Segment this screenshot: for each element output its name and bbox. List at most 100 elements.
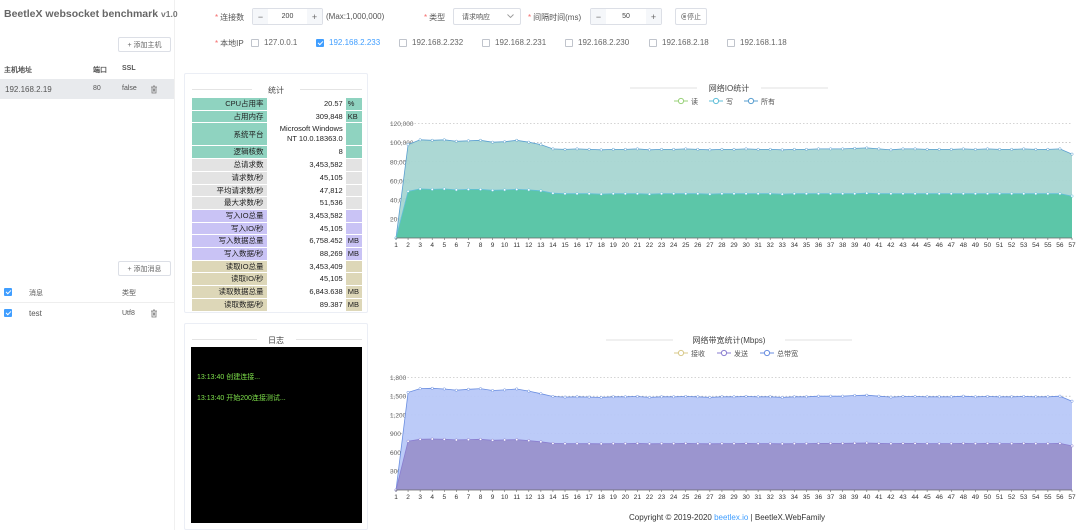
data-point	[937, 147, 941, 151]
data-point	[973, 442, 977, 446]
connections-stepper[interactable]: − 200 +	[252, 8, 323, 25]
x-tick-label: 35	[803, 242, 811, 249]
x-tick-label: 9	[491, 494, 495, 501]
data-point	[515, 187, 519, 191]
stats-value: 45,105	[266, 171, 346, 185]
data-point	[829, 192, 833, 196]
connections-increment-button[interactable]: +	[307, 9, 322, 24]
ip-option-label[interactable]: 192.168.1.18	[740, 38, 787, 47]
message-checkbox[interactable]	[4, 309, 12, 317]
stats-value: 47,812	[266, 184, 346, 198]
type-select[interactable]: 请求响应	[453, 8, 521, 25]
ip-option-label[interactable]: 127.0.0.1	[264, 38, 298, 47]
connections-label: * 连接数	[215, 13, 245, 22]
stop-icon	[681, 13, 686, 20]
interval-decrement-button[interactable]: −	[591, 9, 606, 24]
x-tick-label: 22	[646, 242, 654, 249]
ip-checkbox[interactable]	[316, 39, 324, 47]
log-line: 13:13:40 创建连接...	[197, 374, 261, 381]
x-tick-label: 20	[622, 494, 630, 501]
stats-row: 读取IO总量 3,453,409	[192, 260, 362, 274]
x-tick-label: 51	[996, 494, 1004, 501]
legend-label: 所有	[761, 97, 775, 106]
ip-option-label[interactable]: 192.168.2.232	[412, 38, 464, 47]
ip-checkbox[interactable]	[649, 39, 657, 47]
data-point	[1010, 442, 1014, 446]
data-point	[479, 138, 482, 142]
x-tick-label: 7	[467, 494, 471, 501]
data-point	[744, 147, 748, 151]
legend-marker	[677, 97, 685, 105]
delete-message-icon[interactable]	[150, 309, 158, 318]
ip-option-label[interactable]: 192.168.2.230	[578, 38, 630, 47]
ip-checkbox[interactable]	[727, 39, 735, 47]
data-point	[792, 147, 796, 151]
data-point	[696, 192, 700, 196]
interval-value[interactable]: 50	[622, 13, 630, 20]
x-tick-label: 45	[924, 242, 932, 249]
x-tick-label: 47	[948, 494, 956, 501]
data-point	[841, 147, 845, 151]
data-point	[539, 143, 543, 147]
ip-checkbox[interactable]	[482, 39, 490, 47]
type-select-value: 请求响应	[462, 13, 490, 21]
connections-decrement-button[interactable]: −	[253, 9, 268, 24]
data-point	[418, 138, 422, 142]
data-point	[466, 387, 470, 391]
y-tick-label: 300	[390, 469, 401, 476]
ip-checkbox[interactable]	[565, 39, 573, 47]
x-tick-label: 37	[827, 242, 835, 249]
data-point	[611, 147, 615, 151]
data-point	[708, 192, 712, 196]
x-tick-label: 20	[622, 242, 630, 249]
data-point	[442, 187, 446, 191]
x-tick-label: 43	[899, 494, 907, 501]
data-point	[804, 192, 808, 196]
data-point	[744, 395, 748, 398]
data-point	[829, 394, 833, 398]
data-point	[587, 147, 591, 151]
x-tick-label: 9	[491, 242, 495, 249]
x-tick-label: 38	[839, 494, 847, 501]
data-point	[865, 146, 869, 150]
footer-link[interactable]: beetlex.io	[714, 513, 749, 522]
data-point	[551, 395, 555, 398]
ip-option-label[interactable]: 192.168.2.18	[662, 38, 709, 47]
data-point	[575, 192, 579, 196]
message-type: Utf8	[122, 310, 135, 317]
y-tick-label: 100,000	[390, 140, 414, 147]
stats-unit: MB	[345, 247, 362, 261]
ip-checkbox[interactable]	[251, 39, 259, 47]
select-all-messages-checkbox[interactable]	[4, 288, 12, 296]
add-host-button[interactable]: + 添加主机	[118, 37, 171, 52]
x-tick-label: 36	[815, 242, 823, 249]
x-tick-label: 29	[730, 242, 738, 249]
data-point	[454, 139, 458, 143]
data-point	[829, 441, 833, 445]
data-point	[792, 395, 796, 399]
interval-stepper[interactable]: − 50 +	[590, 8, 662, 25]
interval-increment-button[interactable]: +	[646, 9, 661, 24]
data-point	[865, 191, 869, 195]
legend-label: 接收	[691, 349, 705, 358]
data-point	[660, 442, 664, 446]
data-point	[901, 441, 905, 445]
data-point	[973, 192, 977, 196]
x-tick-label: 25	[682, 242, 690, 249]
data-point	[660, 147, 664, 151]
ip-checkbox[interactable]	[399, 39, 407, 47]
x-tick-label: 2	[406, 242, 410, 249]
data-point	[551, 147, 555, 151]
legend-label: 发送	[734, 349, 748, 358]
stats-value: 309,848	[266, 110, 346, 124]
connections-value[interactable]: 200	[281, 13, 294, 20]
data-point	[515, 138, 519, 142]
add-message-button[interactable]: + 添加消息	[118, 261, 171, 276]
host-row[interactable]	[0, 79, 174, 99]
x-tick-label: 28	[718, 242, 726, 249]
ip-option-label[interactable]: 192.168.2.233	[329, 38, 381, 47]
stop-button[interactable]: 停止	[675, 8, 707, 25]
ip-option-label[interactable]: 192.168.2.231	[495, 38, 547, 47]
data-point	[756, 395, 760, 399]
delete-host-icon[interactable]	[150, 85, 158, 94]
